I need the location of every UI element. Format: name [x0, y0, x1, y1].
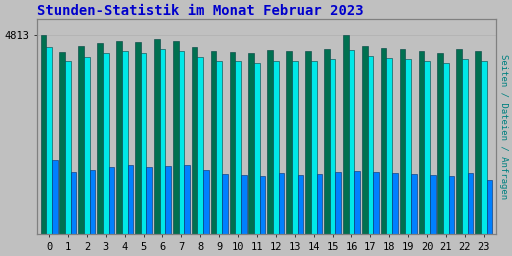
- Bar: [97, 43, 103, 234]
- Bar: [330, 59, 335, 234]
- Bar: [387, 58, 392, 234]
- Bar: [78, 46, 84, 234]
- Bar: [40, 35, 46, 234]
- Bar: [141, 53, 146, 234]
- Bar: [222, 174, 228, 234]
- Bar: [154, 39, 160, 234]
- Bar: [411, 174, 417, 234]
- Bar: [449, 176, 455, 234]
- Bar: [116, 41, 122, 234]
- Bar: [437, 53, 443, 234]
- Bar: [419, 51, 424, 234]
- Bar: [90, 170, 95, 234]
- Bar: [127, 165, 133, 234]
- Bar: [203, 170, 209, 234]
- Bar: [381, 48, 387, 234]
- Bar: [443, 63, 449, 234]
- Bar: [316, 174, 322, 234]
- Bar: [486, 180, 492, 234]
- Bar: [235, 61, 241, 234]
- Bar: [456, 49, 462, 234]
- Bar: [406, 59, 411, 234]
- Bar: [430, 175, 436, 234]
- Bar: [160, 49, 165, 234]
- Bar: [400, 49, 406, 234]
- Bar: [292, 61, 297, 234]
- Bar: [184, 165, 190, 234]
- Bar: [71, 172, 76, 234]
- Bar: [324, 49, 330, 234]
- Bar: [192, 47, 198, 234]
- Text: Stunden-Statistik im Monat Februar 2023: Stunden-Statistik im Monat Februar 2023: [37, 4, 364, 18]
- Bar: [273, 61, 279, 234]
- Bar: [475, 51, 481, 234]
- Bar: [392, 173, 398, 234]
- Bar: [103, 53, 109, 234]
- Bar: [354, 170, 360, 234]
- Bar: [349, 50, 354, 234]
- Bar: [135, 42, 141, 234]
- Bar: [254, 63, 260, 234]
- Bar: [122, 51, 127, 234]
- Bar: [210, 51, 217, 234]
- Bar: [217, 61, 222, 234]
- Bar: [335, 172, 341, 234]
- Y-axis label: Seiten / Dateien / Anfragen: Seiten / Dateien / Anfragen: [499, 54, 508, 199]
- Bar: [279, 173, 284, 234]
- Bar: [481, 61, 486, 234]
- Bar: [46, 47, 52, 234]
- Bar: [52, 160, 57, 234]
- Bar: [368, 56, 373, 234]
- Bar: [65, 61, 71, 234]
- Bar: [467, 173, 474, 234]
- Bar: [267, 50, 273, 234]
- Bar: [165, 166, 171, 234]
- Bar: [84, 57, 90, 234]
- Bar: [198, 57, 203, 234]
- Bar: [59, 52, 65, 234]
- Bar: [362, 46, 368, 234]
- Bar: [146, 167, 152, 234]
- Bar: [229, 51, 235, 234]
- Bar: [173, 41, 179, 234]
- Bar: [373, 172, 379, 234]
- Bar: [109, 167, 114, 234]
- Bar: [297, 175, 303, 234]
- Bar: [343, 35, 349, 234]
- Bar: [311, 61, 316, 234]
- Bar: [424, 61, 430, 234]
- Bar: [241, 175, 247, 234]
- Bar: [286, 51, 292, 234]
- Bar: [179, 51, 184, 234]
- Bar: [462, 59, 467, 234]
- Bar: [248, 53, 254, 234]
- Bar: [260, 176, 266, 234]
- Bar: [305, 51, 311, 234]
